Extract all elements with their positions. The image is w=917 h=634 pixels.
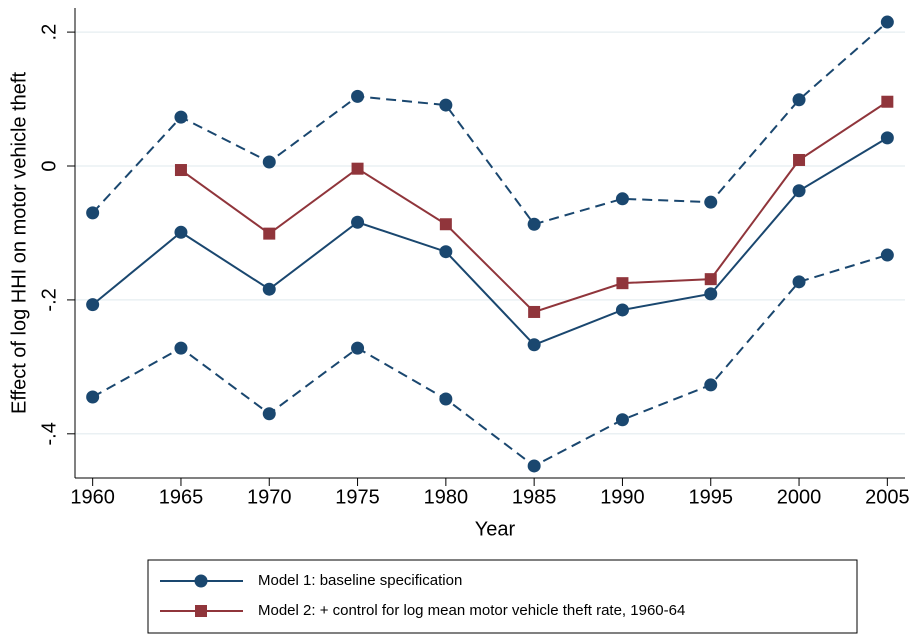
marker [528, 305, 541, 318]
marker [262, 407, 276, 421]
marker [881, 95, 894, 108]
x-tick-label: 1975 [335, 486, 380, 508]
marker [793, 153, 806, 166]
x-tick-label: 1960 [70, 486, 115, 508]
x-tick-label: 1970 [247, 486, 292, 508]
series-line [92, 137, 888, 346]
marker [880, 248, 894, 262]
y-axis-label: Effect of log HHI on motor vehicle theft [8, 72, 30, 414]
marker [615, 303, 629, 317]
x-tick-label: 1990 [600, 486, 645, 508]
marker [527, 217, 541, 231]
marker [880, 15, 894, 29]
marker [174, 110, 188, 124]
x-axis-label: Year [475, 518, 516, 540]
legend-box [147, 559, 858, 634]
y-tick-label: 0 [38, 160, 60, 171]
x-tick-label: 1995 [688, 486, 733, 508]
series [86, 131, 894, 352]
marker [86, 298, 100, 312]
y-tick-label: -.4 [38, 422, 60, 445]
marker [439, 392, 453, 406]
marker [704, 378, 718, 392]
marker [174, 164, 187, 177]
marker [792, 93, 806, 107]
marker [527, 459, 541, 473]
marker [704, 195, 718, 209]
legend-label: Model 2: + control for log mean motor ve… [258, 602, 685, 619]
y-tick-label: .2 [38, 24, 60, 41]
marker [174, 341, 188, 355]
marker [439, 245, 453, 259]
marker [351, 341, 365, 355]
marker [704, 273, 717, 286]
marker [792, 275, 806, 289]
marker [615, 192, 629, 206]
marker [880, 131, 894, 145]
marker [439, 98, 453, 112]
series [86, 248, 894, 473]
marker [174, 225, 188, 239]
marker [527, 338, 541, 352]
series [86, 15, 894, 231]
marker [262, 155, 276, 169]
x-tick-label: 2000 [777, 486, 822, 508]
series [174, 95, 894, 318]
marker [351, 215, 365, 229]
x-tick-label: 2005 [865, 486, 910, 508]
legend-marker [195, 605, 207, 617]
marker [792, 184, 806, 198]
series-line [91, 21, 889, 226]
y-tick-label: -.2 [38, 288, 60, 311]
x-tick-label: 1980 [424, 486, 469, 508]
marker [615, 413, 629, 427]
marker [704, 287, 718, 301]
legend-label: Model 1: baseline specification [258, 572, 462, 589]
marker [351, 162, 364, 175]
marker [86, 390, 100, 404]
marker [351, 89, 365, 103]
x-tick-label: 1965 [159, 486, 204, 508]
marker [262, 282, 276, 296]
marker [86, 206, 100, 220]
marker [263, 227, 276, 240]
marker [439, 218, 452, 231]
x-tick-label: 1985 [512, 486, 557, 508]
marker [616, 277, 629, 290]
legend-marker [194, 574, 208, 588]
